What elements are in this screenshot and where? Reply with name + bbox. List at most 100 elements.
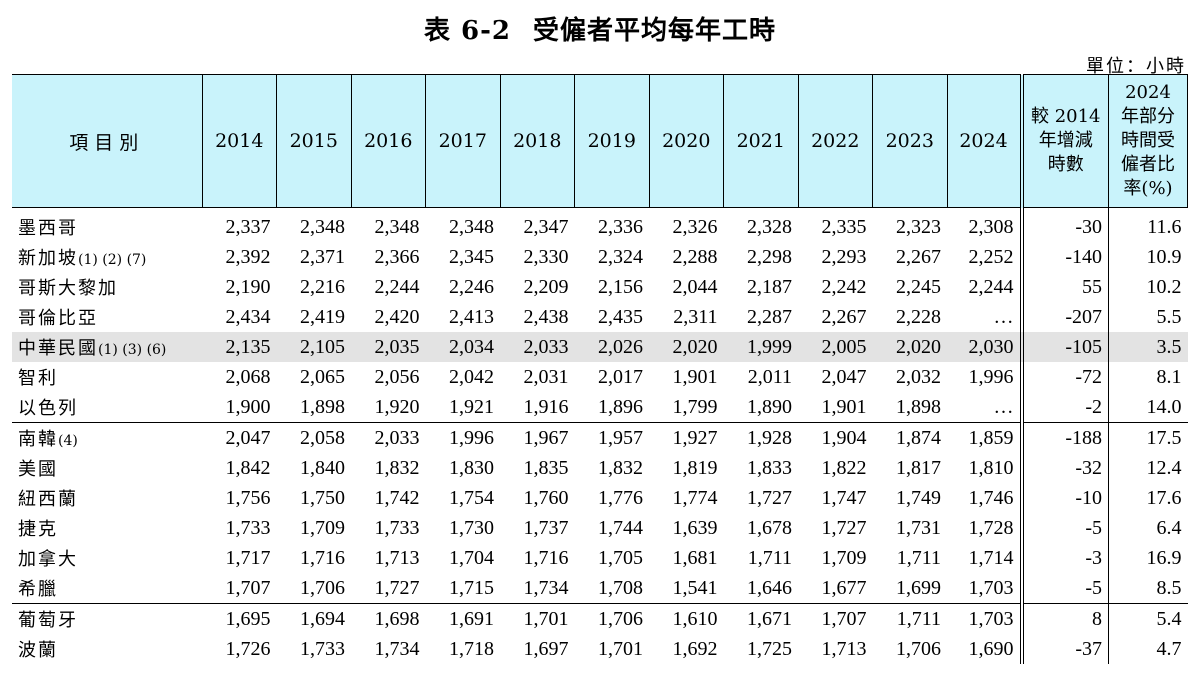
part-time-rate-cell: 5.5 (1108, 302, 1188, 332)
hours-cell: 1,734 (374, 637, 420, 660)
hours-cell: 1,677 (821, 576, 867, 599)
hours-cell: 1,967 (500, 422, 575, 453)
hours-cell: 1,711 (896, 546, 941, 569)
part-time-rate-cell: 6.4 (1108, 513, 1188, 543)
hours-cell: 2,348 (449, 215, 494, 238)
hours-cell: 2,392 (225, 245, 271, 268)
diff-cell: -5 (1019, 573, 1109, 604)
country-name: 希臘 (18, 579, 58, 600)
hours-cell: 2,252 (968, 245, 1014, 268)
hours-cell: 1,697 (523, 637, 569, 660)
hours-cell: 2,267 (821, 305, 867, 328)
footnote-ref: (1) (2) (7) (78, 252, 147, 268)
hours-cell: 1,703 (947, 603, 1022, 634)
hours-cell: 2,328 (747, 215, 792, 238)
hours-cell: 1,817 (896, 456, 941, 479)
hours-cell: 2,044 (672, 275, 718, 298)
hours-cell: 2,244 (968, 275, 1014, 298)
hours-cell: 2,419 (300, 305, 345, 328)
hours-cell: 1,921 (449, 395, 494, 418)
hours-cell: 1,810 (968, 456, 1014, 479)
hours-cell: 1,706 (896, 637, 941, 660)
hours-cell: 2,005 (798, 332, 873, 362)
hours-cell: 1,716 (523, 546, 569, 569)
hours-cell: 2,246 (449, 275, 494, 298)
table-row: 以色列 1,900 1,898 1,920 1,921 1,916 1,896 1,799 1,… (12, 392, 1188, 423)
hours-cell: 1,727 (821, 516, 867, 539)
hours-cell: 1,928 (723, 422, 798, 453)
header-year: 2022 (797, 74, 873, 208)
header-year: 2020 (648, 74, 724, 208)
hours-cell: 1,678 (747, 516, 792, 539)
hours-cell: 2,337 (225, 215, 271, 238)
hours-cell: 2,245 (896, 275, 941, 298)
hours-cell: 1,874 (872, 422, 947, 453)
hours-cell: 1,701 (598, 637, 643, 660)
hours-cell: 2,267 (896, 245, 941, 268)
hours-cell: 1,746 (968, 486, 1014, 509)
hours-cell: 1,728 (968, 516, 1014, 539)
hours-cell: 1,898 (896, 395, 941, 418)
hours-cell: 1,681 (672, 546, 718, 569)
hours-cell: 2,345 (449, 245, 494, 268)
diff-cell: -10 (1019, 483, 1109, 513)
country-name: 波蘭 (18, 640, 58, 661)
hours-cell: 1,727 (747, 486, 792, 509)
hours-cell: 2,105 (276, 332, 351, 362)
country-name: 紐西蘭 (18, 489, 78, 510)
table-row: 加拿大 1,717 1,716 1,713 1,704 1,716 1,705 1,681 1,… (12, 543, 1188, 573)
hours-cell: 1,706 (300, 576, 345, 599)
hours-cell: 2,033 (500, 332, 575, 362)
part-time-rate-cell: 11.6 (1108, 207, 1188, 242)
table-row: 波蘭 1,726 1,733 1,734 1,718 1,697 1,701 1,692 1,7… (12, 634, 1188, 664)
part-time-rate-cell: 10.2 (1108, 272, 1188, 302)
header-year: 2023 (872, 74, 948, 208)
table-row: 葡萄牙 1,695 1,694 1,698 1,691 1,701 1,706 1,610 1,… (12, 603, 1188, 634)
hours-cell: 1,744 (598, 516, 643, 539)
hours-cell: 1,747 (821, 486, 867, 509)
country-name: 墨西哥 (18, 218, 78, 239)
hours-cell: 1,715 (449, 576, 494, 599)
hours-cell: 2,435 (598, 305, 643, 328)
hours-cell: 1,639 (672, 516, 718, 539)
hours-cell: 1,541 (672, 576, 718, 599)
hours-cell: 2,056 (374, 365, 420, 388)
hours-cell: 1,749 (896, 486, 941, 509)
country-name: 哥斯大黎加 (18, 278, 118, 299)
hours-cell: 1,711 (747, 546, 792, 569)
table-row: 新加坡(1) (2) (7) 2,392 2,371 2,366 2,345 2,330 2… (12, 242, 1188, 272)
hours-cell: 2,034 (425, 332, 500, 362)
part-time-rate-cell: 5.4 (1108, 603, 1188, 634)
country-name: 加拿大 (18, 549, 78, 570)
hours-cell: 2,209 (523, 275, 569, 298)
hours-cell: 2,324 (598, 245, 643, 268)
hours-cell: 1,859 (947, 422, 1022, 453)
hours-cell: 1,822 (821, 456, 867, 479)
diff-cell: -105 (1019, 332, 1109, 362)
hours-cell: 2,026 (574, 332, 649, 362)
hours-cell: 1,706 (574, 603, 649, 634)
header-part-line: 率(%) (1123, 178, 1173, 199)
hours-cell: 2,020 (872, 332, 947, 362)
diff-cell: -32 (1019, 453, 1109, 483)
hours-cell: 2,156 (598, 275, 643, 298)
hours-cell: 1,898 (300, 395, 345, 418)
unit-label: 單位：小時 (1086, 56, 1186, 77)
header-item: 項目別 (12, 74, 203, 208)
hours-cell: 2,216 (300, 275, 345, 298)
hours-cell: 2,244 (374, 275, 420, 298)
hours-cell: 2,371 (300, 245, 345, 268)
hours-cell: 1,726 (225, 637, 271, 660)
hours-cell: 1,733 (225, 516, 271, 539)
header-year: 2016 (350, 74, 426, 208)
hours-cell: 1,890 (747, 395, 792, 418)
hours-cell: 1,709 (821, 546, 867, 569)
hours-cell: 1,708 (598, 576, 643, 599)
hours-cell: 1,896 (598, 395, 643, 418)
hours-cell: 2,032 (896, 365, 941, 388)
country-name: 南韓(4) (12, 422, 202, 453)
hours-cell: 2,011 (747, 365, 792, 388)
hours-cell: 2,020 (649, 332, 724, 362)
header-year: 2021 (723, 74, 799, 208)
header-year: 2014 (201, 74, 277, 208)
